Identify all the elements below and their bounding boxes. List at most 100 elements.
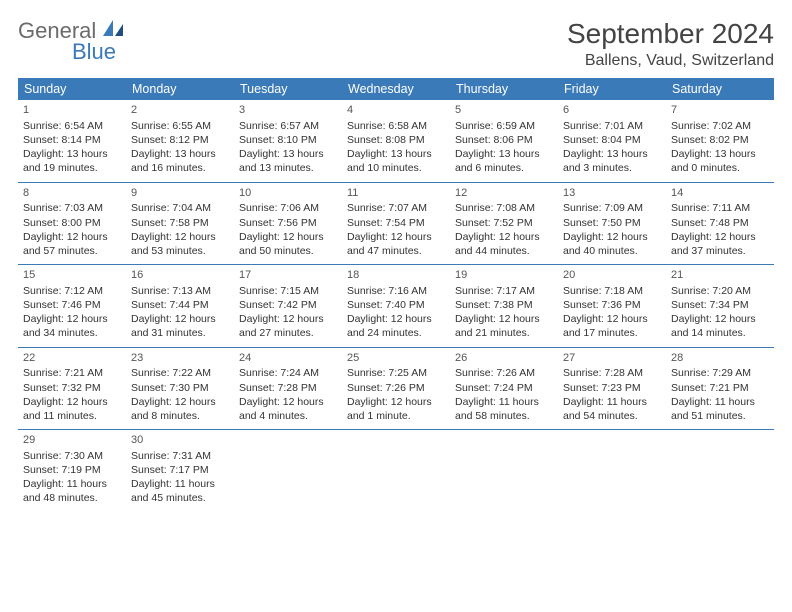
day-number: 16 [131,268,229,283]
cell-line-sunrise: Sunrise: 7:31 AM [131,449,229,463]
cell-line-sunset: Sunset: 7:30 PM [131,381,229,395]
cell-line-daylight2: and 8 minutes. [131,409,229,423]
day-number: 21 [671,268,769,283]
header: General Blue September 2024 Ballens, Vau… [18,18,774,70]
cell-line-daylight1: Daylight: 12 hours [347,230,445,244]
cell-line-sunset: Sunset: 8:08 PM [347,133,445,147]
cell-line-daylight1: Daylight: 13 hours [131,147,229,161]
calendar-cell: 7Sunrise: 7:02 AMSunset: 8:02 PMDaylight… [666,100,774,182]
calendar-cell: 25Sunrise: 7:25 AMSunset: 7:26 PMDayligh… [342,347,450,430]
cell-line-sunrise: Sunrise: 7:30 AM [23,449,121,463]
cell-line-sunrise: Sunrise: 7:07 AM [347,201,445,215]
cell-line-daylight2: and 17 minutes. [563,326,661,340]
day-number: 1 [23,103,121,118]
cell-line-sunset: Sunset: 7:32 PM [23,381,121,395]
cell-line-daylight1: Daylight: 12 hours [455,312,553,326]
cell-line-sunrise: Sunrise: 7:01 AM [563,119,661,133]
cell-line-sunset: Sunset: 7:19 PM [23,463,121,477]
day-number: 25 [347,351,445,366]
calendar-cell: 18Sunrise: 7:16 AMSunset: 7:40 PMDayligh… [342,265,450,348]
calendar-cell [450,430,558,512]
logo: General Blue [18,18,125,63]
cell-line-sunset: Sunset: 8:00 PM [23,216,121,230]
calendar-row: 1Sunrise: 6:54 AMSunset: 8:14 PMDaylight… [18,100,774,182]
day-header: Sunday [18,78,126,100]
calendar-cell: 3Sunrise: 6:57 AMSunset: 8:10 PMDaylight… [234,100,342,182]
cell-line-daylight1: Daylight: 13 hours [347,147,445,161]
day-header: Thursday [450,78,558,100]
calendar-cell [234,430,342,512]
cell-line-daylight1: Daylight: 13 hours [671,147,769,161]
cell-line-daylight2: and 37 minutes. [671,244,769,258]
calendar-table: SundayMondayTuesdayWednesdayThursdayFrid… [18,78,774,512]
cell-line-sunrise: Sunrise: 7:22 AM [131,366,229,380]
cell-line-daylight2: and 16 minutes. [131,161,229,175]
cell-line-sunset: Sunset: 7:48 PM [671,216,769,230]
cell-line-sunrise: Sunrise: 6:55 AM [131,119,229,133]
location-text: Ballens, Vaud, Switzerland [567,52,774,70]
cell-line-sunrise: Sunrise: 7:29 AM [671,366,769,380]
cell-line-sunrise: Sunrise: 7:02 AM [671,119,769,133]
cell-line-sunrise: Sunrise: 7:16 AM [347,284,445,298]
day-number: 20 [563,268,661,283]
cell-line-sunrise: Sunrise: 7:04 AM [131,201,229,215]
cell-line-sunset: Sunset: 8:14 PM [23,133,121,147]
calendar-cell: 2Sunrise: 6:55 AMSunset: 8:12 PMDaylight… [126,100,234,182]
calendar-row: 15Sunrise: 7:12 AMSunset: 7:46 PMDayligh… [18,265,774,348]
day-number: 17 [239,268,337,283]
day-number: 6 [563,103,661,118]
cell-line-sunset: Sunset: 7:56 PM [239,216,337,230]
cell-line-sunset: Sunset: 7:23 PM [563,381,661,395]
calendar-cell: 16Sunrise: 7:13 AMSunset: 7:44 PMDayligh… [126,265,234,348]
title-block: September 2024 Ballens, Vaud, Switzerlan… [567,18,774,70]
cell-line-sunrise: Sunrise: 7:13 AM [131,284,229,298]
day-number: 23 [131,351,229,366]
day-number: 12 [455,186,553,201]
cell-line-sunset: Sunset: 7:58 PM [131,216,229,230]
cell-line-daylight1: Daylight: 13 hours [455,147,553,161]
calendar-cell: 6Sunrise: 7:01 AMSunset: 8:04 PMDaylight… [558,100,666,182]
cell-line-daylight1: Daylight: 13 hours [23,147,121,161]
cell-line-sunrise: Sunrise: 7:15 AM [239,284,337,298]
cell-line-sunrise: Sunrise: 7:26 AM [455,366,553,380]
calendar-cell: 28Sunrise: 7:29 AMSunset: 7:21 PMDayligh… [666,347,774,430]
cell-line-sunset: Sunset: 8:10 PM [239,133,337,147]
cell-line-sunrise: Sunrise: 7:12 AM [23,284,121,298]
calendar-cell: 20Sunrise: 7:18 AMSunset: 7:36 PMDayligh… [558,265,666,348]
calendar-cell: 23Sunrise: 7:22 AMSunset: 7:30 PMDayligh… [126,347,234,430]
day-number: 2 [131,103,229,118]
cell-line-daylight1: Daylight: 11 hours [23,477,121,491]
day-header-row: SundayMondayTuesdayWednesdayThursdayFrid… [18,78,774,100]
cell-line-daylight2: and 45 minutes. [131,491,229,505]
cell-line-daylight1: Daylight: 11 hours [131,477,229,491]
cell-line-daylight2: and 31 minutes. [131,326,229,340]
cell-line-daylight2: and 11 minutes. [23,409,121,423]
day-header: Saturday [666,78,774,100]
cell-line-sunrise: Sunrise: 7:18 AM [563,284,661,298]
cell-line-daylight2: and 34 minutes. [23,326,121,340]
day-number: 19 [455,268,553,283]
cell-line-daylight1: Daylight: 11 hours [563,395,661,409]
cell-line-daylight1: Daylight: 13 hours [239,147,337,161]
cell-line-daylight1: Daylight: 13 hours [563,147,661,161]
cell-line-sunset: Sunset: 7:24 PM [455,381,553,395]
cell-line-sunset: Sunset: 7:50 PM [563,216,661,230]
cell-line-sunset: Sunset: 7:34 PM [671,298,769,312]
calendar-cell: 30Sunrise: 7:31 AMSunset: 7:17 PMDayligh… [126,430,234,512]
cell-line-daylight1: Daylight: 12 hours [239,312,337,326]
cell-line-sunset: Sunset: 8:06 PM [455,133,553,147]
cell-line-daylight2: and 27 minutes. [239,326,337,340]
cell-line-sunrise: Sunrise: 7:21 AM [23,366,121,380]
day-number: 10 [239,186,337,201]
day-number: 22 [23,351,121,366]
cell-line-sunset: Sunset: 7:54 PM [347,216,445,230]
day-number: 28 [671,351,769,366]
calendar-cell: 11Sunrise: 7:07 AMSunset: 7:54 PMDayligh… [342,182,450,265]
cell-line-sunrise: Sunrise: 7:06 AM [239,201,337,215]
cell-line-sunset: Sunset: 7:26 PM [347,381,445,395]
cell-line-daylight2: and 21 minutes. [455,326,553,340]
day-header: Monday [126,78,234,100]
day-header: Tuesday [234,78,342,100]
cell-line-daylight1: Daylight: 12 hours [131,312,229,326]
calendar-cell: 17Sunrise: 7:15 AMSunset: 7:42 PMDayligh… [234,265,342,348]
